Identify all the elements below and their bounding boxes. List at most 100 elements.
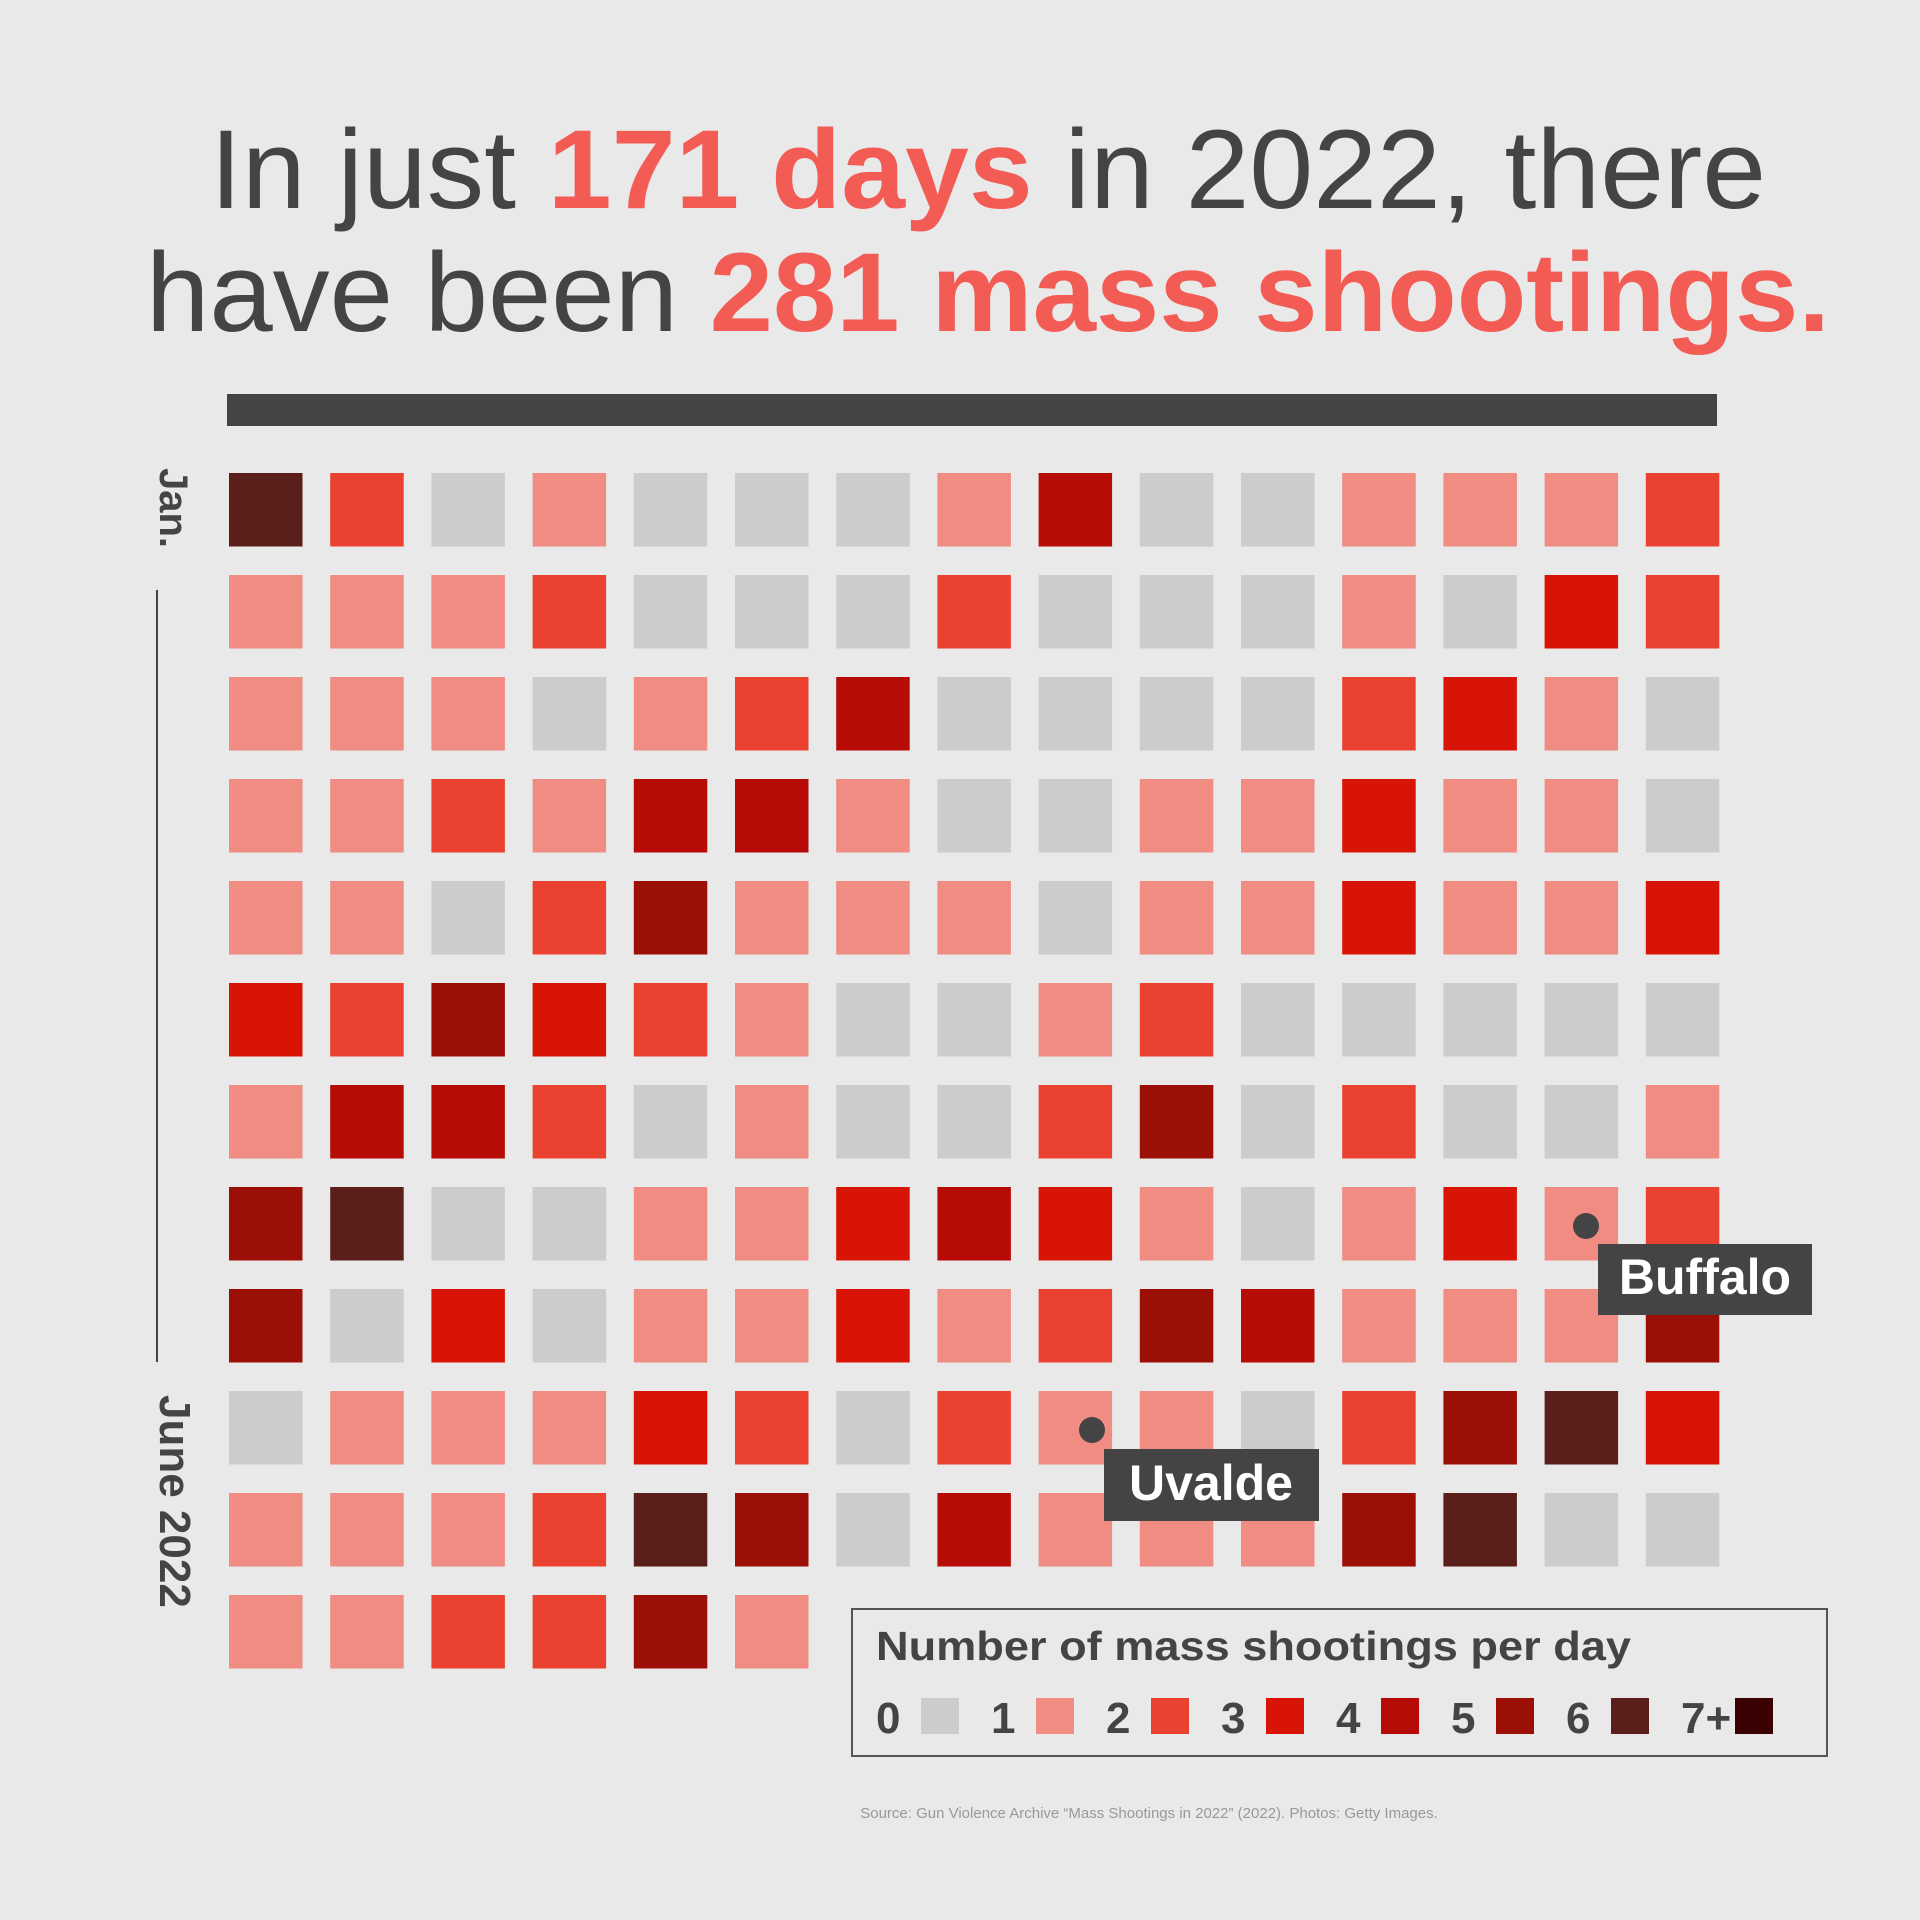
- day-cell: [836, 1391, 910, 1465]
- legend-label: 1: [991, 1694, 1015, 1743]
- day-cell: [836, 1085, 910, 1159]
- day-cell: [1645, 677, 1720, 751]
- day-cell: [1443, 779, 1517, 853]
- day-cell: [431, 1289, 505, 1363]
- day-cell: [1342, 677, 1416, 751]
- day-cell: [1443, 1289, 1517, 1363]
- day-cell: [1038, 881, 1113, 955]
- day-cell: [735, 1289, 809, 1363]
- day-cell: [229, 1391, 303, 1465]
- day-cell: [937, 1493, 1011, 1567]
- day-cell: [1241, 1085, 1315, 1159]
- legend-title: Number of mass shootings per day: [876, 1623, 1631, 1669]
- title-highlight: 281 mass shootings.: [710, 230, 1830, 355]
- day-cell: [633, 1085, 708, 1159]
- day-cell: [937, 473, 1011, 547]
- day-cell: [735, 575, 809, 649]
- day-cell: [836, 473, 910, 547]
- day-cell: [1342, 881, 1416, 955]
- day-cell: [1443, 1493, 1517, 1567]
- day-cell: [1544, 881, 1619, 955]
- day-cell: [1241, 473, 1315, 547]
- day-cell: [1342, 779, 1416, 853]
- day-cell: [633, 779, 708, 853]
- legend-swatch: [1611, 1698, 1649, 1734]
- end-label: June 2022: [150, 1395, 199, 1608]
- day-cell: [1544, 983, 1619, 1057]
- day-cell: [633, 881, 708, 955]
- day-cell: [1342, 1391, 1416, 1465]
- day-cell: [937, 1391, 1011, 1465]
- day-cell: [532, 575, 607, 649]
- day-cell: [836, 1493, 910, 1567]
- day-cell: [532, 983, 607, 1057]
- annotation-label: Uvalde: [1129, 1455, 1293, 1511]
- legend-swatch: [1496, 1698, 1534, 1734]
- day-cell: [633, 1289, 708, 1363]
- legend-swatch: [921, 1698, 959, 1734]
- day-cell: [532, 881, 607, 955]
- day-cell: [836, 1187, 910, 1261]
- day-cell: [1443, 677, 1517, 751]
- day-cell: [1139, 473, 1214, 547]
- day-cell: [330, 1187, 404, 1261]
- day-cell: [532, 1187, 607, 1261]
- day-cell: [1443, 473, 1517, 547]
- day-cell: [532, 1289, 607, 1363]
- day-cell: [1544, 1085, 1619, 1159]
- day-cell: [937, 1085, 1011, 1159]
- day-cell: [836, 881, 910, 955]
- annotation-box: [1598, 1244, 1812, 1315]
- day-cell: [1443, 983, 1517, 1057]
- day-cell: [1645, 473, 1720, 547]
- day-cell: [532, 1493, 607, 1567]
- title-line: have been 281 mass shootings.: [146, 230, 1830, 355]
- day-cell: [330, 473, 404, 547]
- day-cell: [937, 1289, 1011, 1363]
- day-cell: [633, 1493, 708, 1567]
- day-cell: [937, 779, 1011, 853]
- day-cell: [229, 1493, 303, 1567]
- day-cell: [431, 779, 505, 853]
- day-cell: [1342, 1289, 1416, 1363]
- day-cell: [229, 779, 303, 853]
- day-cell: [431, 881, 505, 955]
- title-text: have been: [146, 230, 710, 355]
- day-cell: [1139, 1187, 1214, 1261]
- day-cell: [633, 677, 708, 751]
- legend: 0 1 2 3 4 5 6 7+: [876, 1694, 1773, 1743]
- legend-swatch: [1266, 1698, 1304, 1734]
- day-cell: [1342, 983, 1416, 1057]
- day-cell: [330, 1085, 404, 1159]
- day-cell: [1544, 1493, 1619, 1567]
- title-text: In just: [210, 107, 548, 232]
- day-cell: [431, 1595, 505, 1669]
- day-cell: [1544, 1391, 1619, 1465]
- day-cell: [431, 1187, 505, 1261]
- day-cell: [735, 1187, 809, 1261]
- day-cell: [735, 1493, 809, 1567]
- day-cell: [532, 473, 607, 547]
- day-cell: [330, 779, 404, 853]
- day-cell: [229, 677, 303, 751]
- day-cell: [735, 1085, 809, 1159]
- annotation-dot: [1079, 1417, 1105, 1443]
- legend-swatch: [1735, 1698, 1773, 1734]
- day-cell: [1038, 1085, 1113, 1159]
- day-cell: [1645, 779, 1720, 853]
- source: Source: Gun Violence Archive “Mass Shoot…: [860, 1805, 1438, 1822]
- day-cell: [735, 779, 809, 853]
- day-cell: [229, 881, 303, 955]
- day-cell: [836, 779, 910, 853]
- day-cell: [836, 677, 910, 751]
- title-line: In just 171 days in 2022, there: [210, 107, 1766, 232]
- day-cell: [330, 1391, 404, 1465]
- day-cell: [937, 881, 1011, 955]
- legend-label: 5: [1451, 1694, 1475, 1743]
- annotation-dot: [1573, 1213, 1599, 1239]
- day-cell: [431, 983, 505, 1057]
- day-cell: [1544, 575, 1619, 649]
- day-cell: [735, 983, 809, 1057]
- day-cell: [1645, 1493, 1720, 1567]
